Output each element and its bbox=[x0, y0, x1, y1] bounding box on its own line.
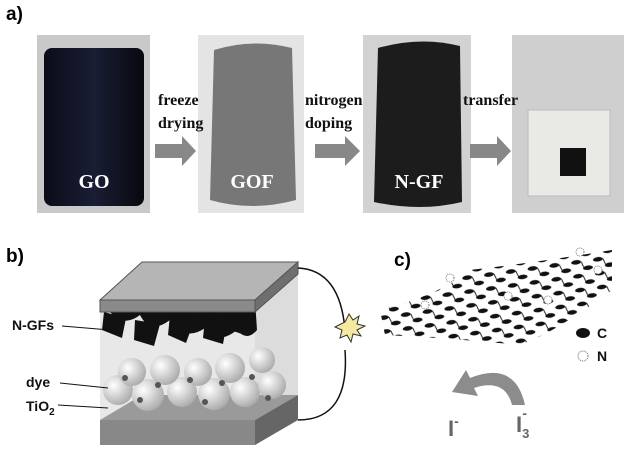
cell bbox=[57, 260, 367, 445]
subscript: 3 bbox=[522, 426, 529, 441]
step-text: freeze bbox=[158, 92, 199, 109]
ngf-sample bbox=[374, 41, 462, 207]
callout: TiO2 bbox=[26, 398, 55, 418]
legend-label: N bbox=[597, 348, 607, 364]
step-text: doping bbox=[305, 115, 352, 132]
ion: I bbox=[516, 412, 522, 437]
n-dopants bbox=[420, 247, 603, 310]
callout: N-GFs bbox=[12, 317, 54, 333]
arrows bbox=[155, 136, 511, 166]
triiodide: I3 - bbox=[516, 405, 529, 441]
panel-label: b) bbox=[6, 246, 24, 267]
panel-label: a) bbox=[6, 4, 23, 25]
callout: dye bbox=[26, 374, 50, 390]
step-text: drying bbox=[158, 115, 203, 132]
panel-label: c) bbox=[394, 250, 411, 271]
step-text: transfer bbox=[463, 92, 518, 109]
ion: I bbox=[448, 416, 454, 441]
gof-sample bbox=[210, 43, 296, 206]
step-text: nitrogen bbox=[305, 92, 363, 109]
superscript: - bbox=[522, 405, 527, 421]
photo-label: GO bbox=[78, 171, 109, 193]
legend-n bbox=[577, 350, 589, 362]
callout: TiO bbox=[26, 398, 49, 414]
photo-label: N-GF bbox=[395, 171, 444, 193]
graphene-sheet bbox=[380, 250, 612, 345]
legend-label: C bbox=[597, 325, 607, 341]
reaction-arrow bbox=[452, 370, 525, 405]
legend-c bbox=[576, 328, 590, 338]
ngf-film bbox=[560, 148, 586, 176]
superscript: - bbox=[454, 413, 459, 429]
photo-label: GOF bbox=[230, 171, 273, 193]
beaker bbox=[44, 48, 144, 206]
iodide: I- bbox=[448, 413, 459, 441]
subscript: 2 bbox=[49, 407, 55, 418]
